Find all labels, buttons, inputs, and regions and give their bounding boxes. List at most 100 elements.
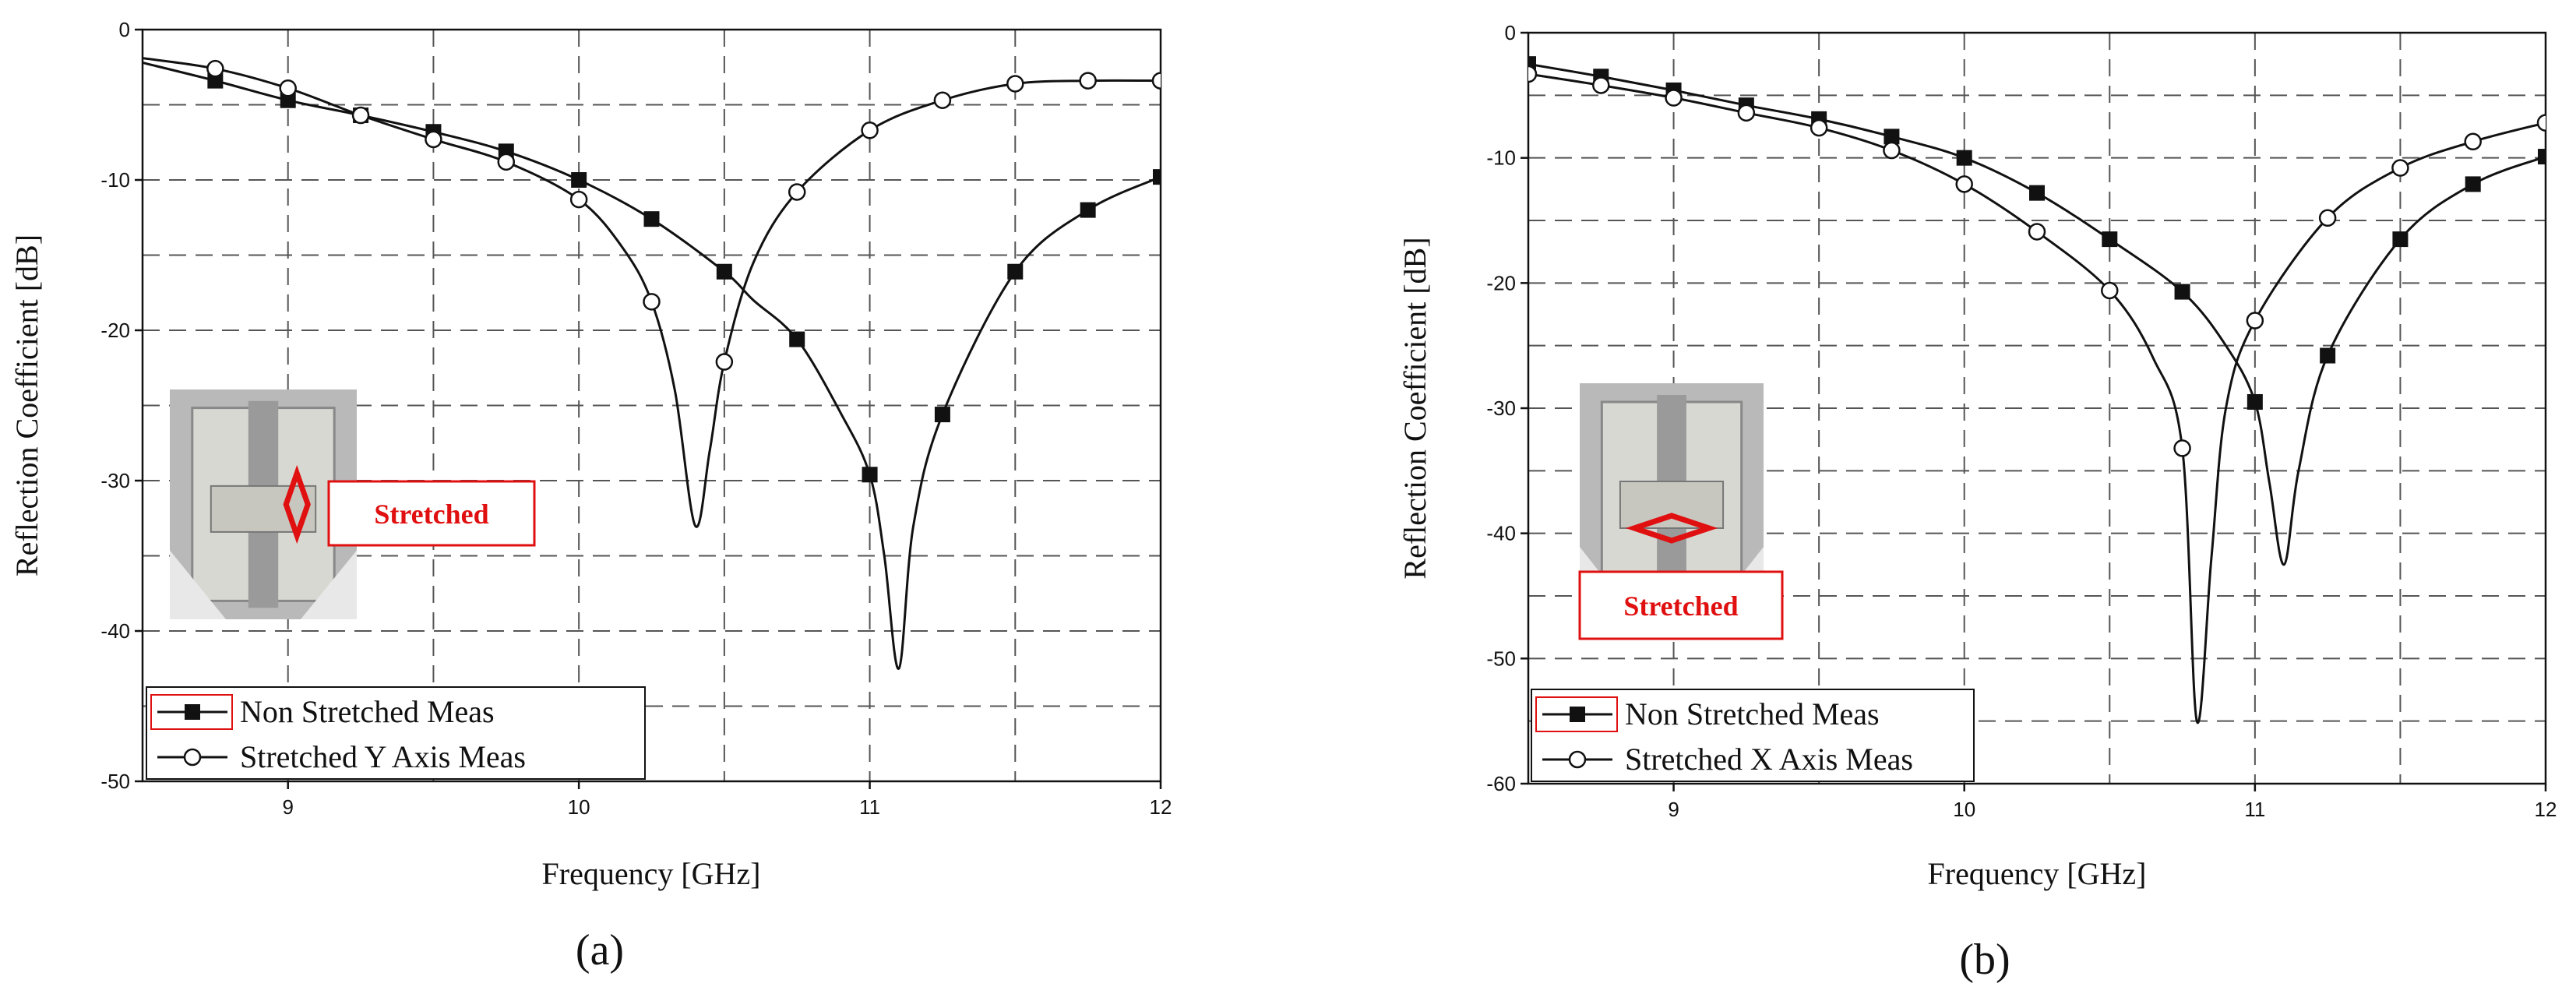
plot-area — [1528, 56, 2546, 724]
data-point-circle — [1079, 72, 1097, 90]
y-tick-label: -40 — [1486, 522, 1516, 545]
legend-marker-circle — [1568, 750, 1587, 769]
data-point-circle — [715, 353, 734, 371]
data-point-square — [2392, 231, 2409, 248]
y-axis-label: Reflection Coefficient [dB] — [1397, 237, 1432, 579]
stretched-label-box — [1578, 570, 1784, 640]
series-line-1 — [143, 62, 1161, 670]
legend: Non Stretched Meas Stretched X Axis Meas — [1531, 689, 1975, 782]
data-point-circle — [2391, 159, 2409, 177]
data-point-circle — [861, 122, 879, 139]
data-point-square — [571, 172, 587, 188]
y-tick-label: -20 — [100, 319, 130, 342]
chart-panel-b: 0 -10 -20 -30 -40 -50 -60 9 10 11 12 Frequency [GHz… — [1397, 21, 2557, 984]
data-point-square — [1080, 202, 1096, 218]
y-tick-label: -40 — [100, 619, 130, 643]
data-point-circle — [2173, 439, 2191, 457]
y-tick-label: -50 — [1486, 647, 1516, 670]
data-point-square — [934, 407, 950, 423]
data-point-square — [2538, 149, 2546, 165]
data-point-square — [862, 467, 878, 483]
y-tick-label: -10 — [100, 168, 130, 192]
data-point-circle — [569, 190, 588, 209]
y-tick-label: -30 — [100, 469, 130, 492]
panel-label: (a) — [576, 926, 624, 975]
data-point-circle — [788, 183, 806, 201]
series-line-2 — [143, 57, 1161, 528]
data-point-square — [789, 331, 805, 347]
y-tick-label: 0 — [119, 18, 130, 41]
data-point-square — [716, 263, 732, 280]
data-point-circle — [643, 293, 661, 311]
legend-marker-square — [1570, 707, 1585, 722]
data-point-circle — [425, 130, 442, 149]
data-point-square — [1528, 56, 1536, 72]
y-tick-label: 0 — [1505, 21, 1516, 44]
data-point-square — [2029, 185, 2045, 201]
x-axis-label: Frequency [GHz] — [1928, 856, 2147, 891]
x-tick-label: 10 — [1953, 798, 1975, 821]
data-point-square — [643, 211, 660, 227]
data-point-circle — [1810, 118, 1828, 137]
legend-label: Stretched X Axis Meas — [1625, 742, 1913, 777]
legend-label: Stretched Y Axis Meas — [240, 739, 526, 774]
legend-label: Non Stretched Meas — [240, 694, 495, 729]
data-point-circle — [351, 106, 370, 125]
data-point-square — [1884, 129, 1900, 145]
legend-marker-square — [185, 704, 200, 720]
legend-selection-box — [1535, 696, 1618, 732]
antenna-patch — [1619, 481, 1725, 529]
x-tick-label: 11 — [859, 795, 880, 819]
data-point-square — [2465, 176, 2481, 192]
x-tick-label: 12 — [1150, 795, 1172, 819]
data-point-circle — [1883, 141, 1901, 160]
data-point-circle — [1737, 104, 1756, 122]
stretched-label: Stretched — [1623, 590, 1738, 622]
y-axis-label: Reflection Coefficient [dB] — [9, 234, 44, 576]
inset-photo — [170, 389, 357, 619]
stretch-arrow-icon — [283, 464, 311, 545]
data-point-circle — [2464, 132, 2482, 151]
y-tick-label: -20 — [1486, 271, 1516, 294]
legend-box — [1531, 689, 1975, 782]
stretch-arrow-icon — [1625, 513, 1718, 544]
data-point-circle — [1006, 75, 1024, 93]
x-tick-label: 9 — [282, 795, 293, 819]
data-point-circle — [2246, 312, 2264, 330]
y-tick-label: -60 — [1486, 772, 1516, 795]
legend-marker-circle — [183, 748, 202, 767]
data-point-circle — [206, 59, 224, 78]
data-point-square — [1153, 169, 1161, 185]
y-tick-label: -30 — [1486, 397, 1516, 420]
data-point-circle — [2536, 114, 2546, 132]
plot-area — [143, 57, 1161, 670]
data-point-square — [2320, 347, 2336, 364]
legend-box — [146, 686, 646, 780]
x-axis-label: Frequency [GHz] — [542, 856, 761, 891]
x-tick-label: 11 — [2244, 798, 2265, 821]
y-tick-label: -10 — [1486, 146, 1516, 170]
data-point-circle — [497, 153, 516, 171]
data-point-square — [2174, 284, 2190, 300]
stretched-label-box — [327, 480, 536, 547]
data-point-circle — [933, 91, 952, 109]
series-line-1 — [1528, 62, 2546, 566]
y-tick-label: -50 — [100, 770, 130, 793]
data-point-circle — [1665, 89, 1683, 107]
panel-label: (b) — [1959, 936, 2010, 984]
data-point-square — [280, 92, 296, 108]
x-tick-label: 9 — [1668, 798, 1679, 821]
chart-panel-a: 0 -10 -20 -30 -40 -50 9 10 11 12 Frequency [GHz] Re… — [9, 18, 1172, 975]
plot-frame — [141, 28, 1162, 783]
legend: Non Stretched Meas Stretched Y Axis Meas — [146, 686, 646, 780]
legend-selection-box — [150, 694, 233, 730]
data-point-circle — [2028, 223, 2046, 241]
data-point-square — [1007, 263, 1024, 280]
data-point-square — [2247, 393, 2263, 410]
series-line-2 — [1528, 72, 2546, 724]
x-tick-label: 10 — [568, 795, 590, 819]
antenna-corner — [170, 550, 226, 619]
data-point-square — [2102, 231, 2118, 248]
x-tick-label: 12 — [2535, 798, 2557, 821]
